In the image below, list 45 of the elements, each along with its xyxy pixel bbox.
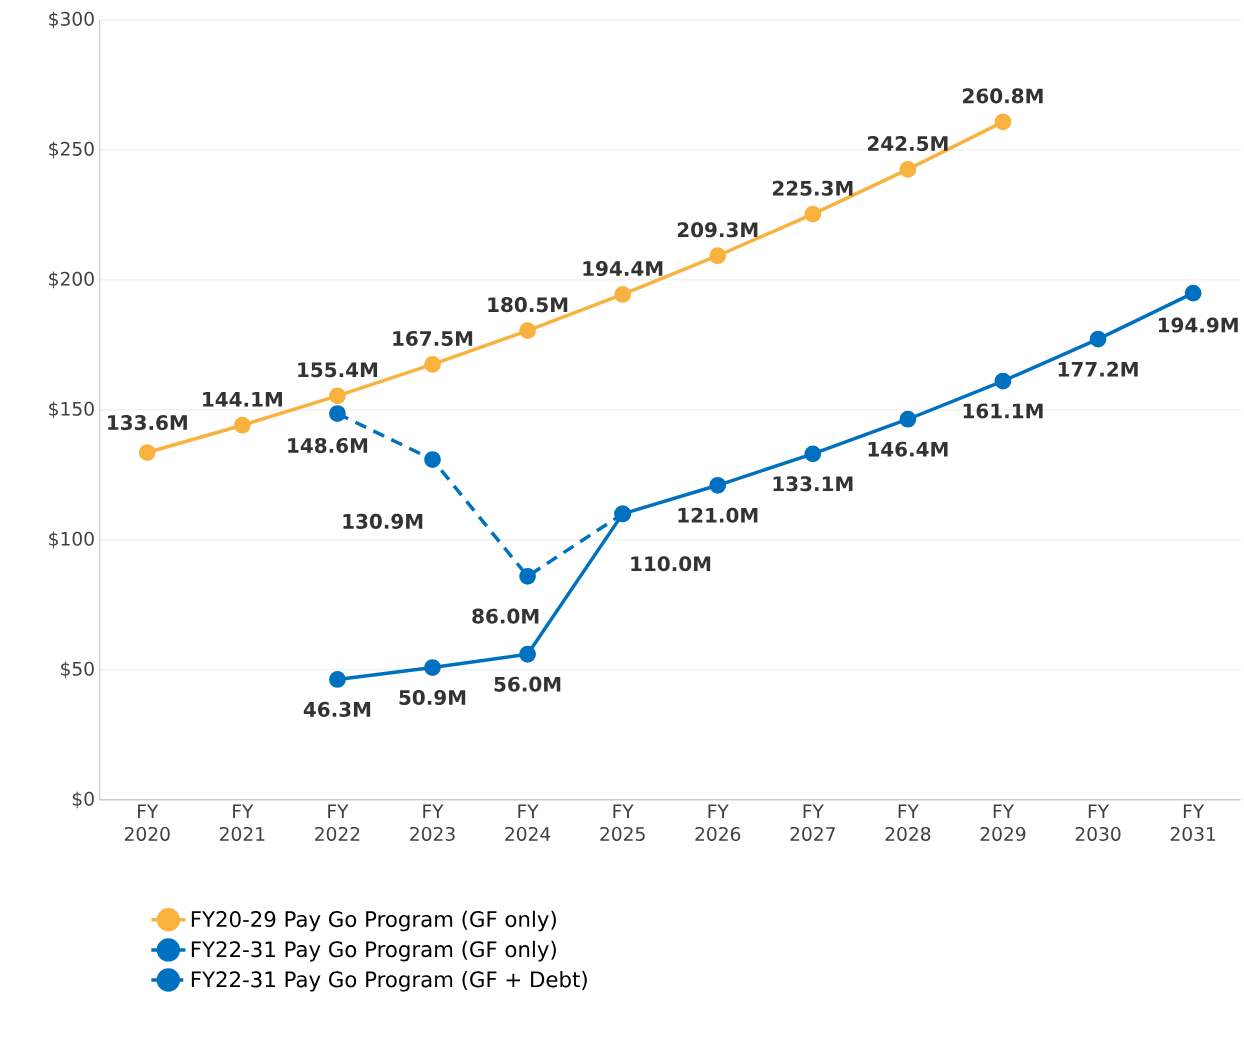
data-label: 242.5M [868,135,948,151]
data-label: 260.8M [963,88,1043,104]
y-tick-label: $300 [49,11,94,29]
data-label: 225.3M [772,180,853,196]
data-label: 155.4M [298,362,378,378]
data-label: 133.6M [108,414,187,431]
x-tick-label: FY 2021 [220,804,265,841]
data-label: 180.5M [488,297,568,313]
data-label: 50.9M [399,689,466,705]
data-label: 56.0M [494,676,561,692]
data-label: 110.0M [631,556,711,572]
x-tick-label: FY 2020 [124,804,170,841]
x-tick-label: FY 2028 [885,804,931,841]
legend-label: FY22-31 Pay Go Program (GF only) [191,940,556,962]
x-tick-label: FY 2025 [600,804,645,841]
x-tick-label: FY 2027 [790,804,835,841]
x-tick-label: FY 2026 [695,804,741,841]
x-tick-label: FY 2023 [410,804,455,841]
data-label: 86.0M [472,608,539,624]
x-tick-label: FY 2029 [980,804,1026,841]
data-label: 46.3M [303,701,371,717]
y-tick-label: $250 [49,141,94,159]
legend-label: FY20-29 Pay Go Program (GF only) [191,910,556,932]
data-label: 167.5M [393,330,473,346]
data-label: 133.1M [773,476,853,492]
data-label: 121.0M [678,507,758,523]
y-tick-label: $0 [72,791,94,809]
data-label: 194.4M [583,260,663,277]
y-tick-label: $150 [49,401,94,419]
data-label: 148.6M [288,437,368,453]
data-label: 146.4M [868,441,948,457]
data-label: 194.9M [1158,317,1238,333]
data-label: 144.1M [203,391,282,407]
y-tick-label: $50 [61,661,94,679]
data-label: 130.9M [343,513,423,529]
data-label: 161.1M [963,403,1043,419]
legend-label: FY22-31 Pay Go Program (GF + Debt) [191,970,587,992]
data-label: 209.3M [677,222,758,238]
x-tick-label: FY 2022 [315,804,360,841]
y-tick-label: $100 [49,531,94,549]
data-label: 177.2M [1058,361,1138,377]
x-tick-label: FY 2031 [1170,804,1216,841]
y-tick-label: $200 [49,271,94,289]
x-tick-label: FY 2024 [505,804,551,841]
x-tick-label: FY 2030 [1075,804,1121,841]
